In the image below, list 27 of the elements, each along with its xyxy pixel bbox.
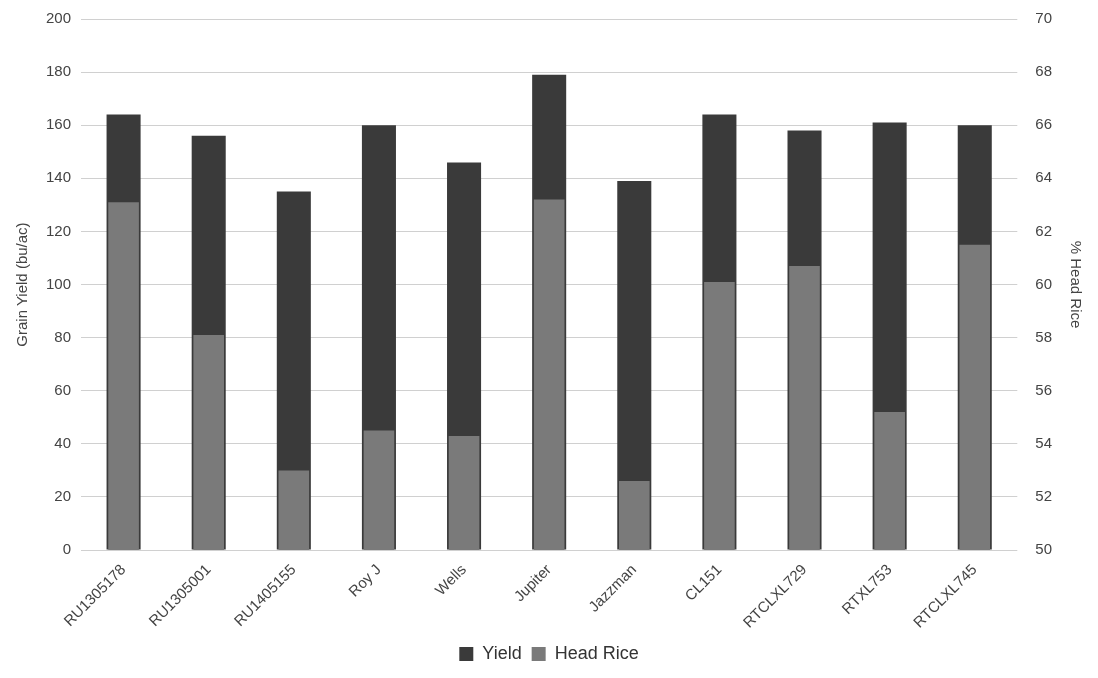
- y2-tick-label: 54: [1035, 434, 1052, 452]
- x-tick-label: Roy J: [344, 560, 384, 600]
- y2-tick-label: 68: [1035, 62, 1052, 80]
- y2-tick-label: 58: [1035, 327, 1052, 345]
- y2-tick-label: 70: [1035, 9, 1052, 27]
- y-tick-label: 100: [46, 274, 72, 292]
- y2-tick-label: 66: [1035, 115, 1052, 133]
- y-tick-label: 160: [46, 115, 72, 133]
- y-tick-label: 40: [54, 434, 72, 452]
- y-tick-label: 0: [62, 540, 72, 558]
- y-tick-label: 180: [46, 62, 72, 80]
- y2-tick-label: 62: [1035, 221, 1052, 239]
- y-tick-label: 60: [54, 380, 72, 398]
- y2-tick-label: 56: [1035, 380, 1052, 398]
- y2-tick-label: 52: [1035, 487, 1052, 505]
- y-tick-label: 20: [54, 487, 72, 505]
- y-axis-title: Grain Yield (bu/ac): [13, 222, 31, 347]
- y2-tick-label: 64: [1035, 168, 1052, 186]
- y2-axis-title: % Head Rice: [1067, 240, 1085, 329]
- y-tick-label: 80: [54, 327, 72, 345]
- legend-label: Head Rice: [554, 642, 639, 663]
- y-tick-label: 120: [46, 221, 72, 239]
- y2-tick-label: 50: [1035, 540, 1052, 558]
- y-tick-label: 200: [46, 9, 72, 27]
- y-tick-label: 140: [46, 168, 72, 186]
- y2-tick-label: 60: [1035, 274, 1052, 292]
- legend-label: Yield: [482, 642, 522, 663]
